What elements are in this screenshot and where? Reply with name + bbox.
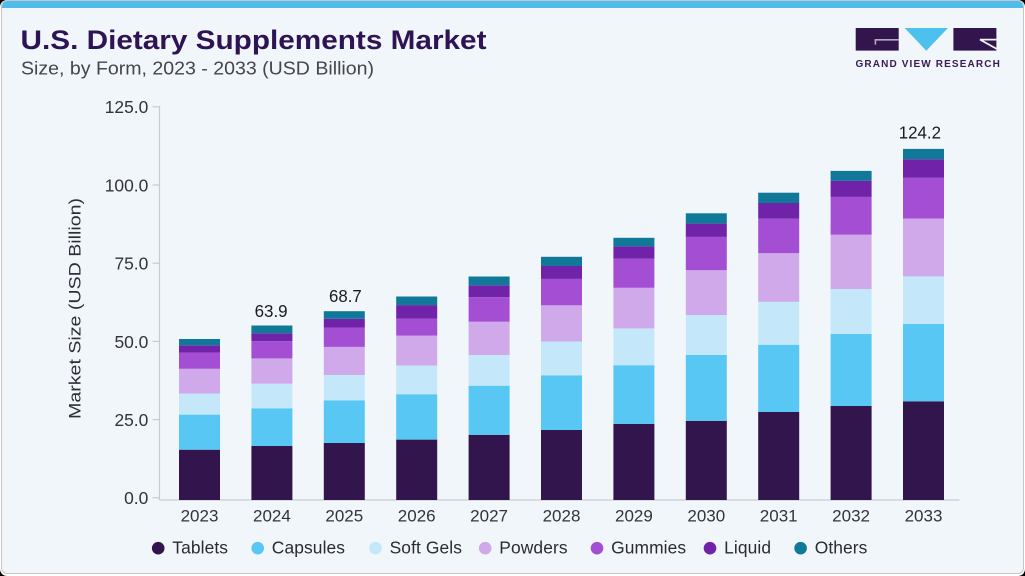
svg-text:100.0: 100.0 <box>105 175 149 195</box>
svg-text:0.0: 0.0 <box>124 488 148 508</box>
svg-text:125.0: 125.0 <box>105 97 149 117</box>
svg-text:75.0: 75.0 <box>114 254 148 274</box>
svg-text:2027: 2027 <box>470 507 508 526</box>
svg-text:2025: 2025 <box>325 507 363 526</box>
svg-text:2031: 2031 <box>760 507 798 526</box>
svg-text:68.7: 68.7 <box>329 286 362 306</box>
svg-text:2033: 2033 <box>905 507 943 526</box>
svg-text:2030: 2030 <box>687 507 725 526</box>
svg-text:2023: 2023 <box>181 507 219 526</box>
svg-text:Liquid: Liquid <box>724 537 771 557</box>
svg-text:2029: 2029 <box>615 507 653 526</box>
svg-text:U.S. Dietary Supplements Marke: U.S. Dietary Supplements Market <box>21 25 487 55</box>
svg-text:2032: 2032 <box>832 507 870 526</box>
svg-text:2026: 2026 <box>398 507 436 526</box>
svg-text:124.2: 124.2 <box>899 123 941 143</box>
svg-text:63.9: 63.9 <box>255 301 288 321</box>
svg-text:Gummies: Gummies <box>611 537 686 557</box>
svg-text:Capsules: Capsules <box>272 537 346 557</box>
svg-text:2028: 2028 <box>543 507 581 526</box>
svg-text:50.0: 50.0 <box>114 332 148 352</box>
svg-text:Tablets: Tablets <box>172 537 228 557</box>
svg-text:Size, by Form, 2023 - 2033 (US: Size, by Form, 2023 - 2033 (USD Billion) <box>21 58 374 78</box>
svg-text:2024: 2024 <box>253 507 291 526</box>
svg-text:25.0: 25.0 <box>114 410 148 430</box>
svg-text:GRAND VIEW RESEARCH: GRAND VIEW RESEARCH <box>856 59 1002 70</box>
svg-text:Others: Others <box>815 537 868 557</box>
svg-text:Powders: Powders <box>499 537 568 557</box>
svg-text:Soft Gels: Soft Gels <box>390 537 463 557</box>
svg-text:Market Size (USD Billion): Market Size (USD Billion) <box>65 198 84 419</box>
